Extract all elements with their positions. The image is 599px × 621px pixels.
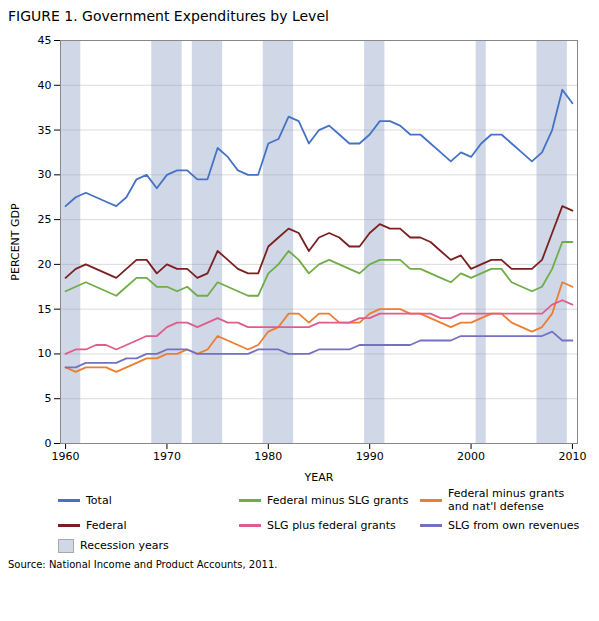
- svg-text:1970: 1970: [153, 450, 181, 463]
- html-text:Federal minus SLG grants: Federal minus SLG grants: [267, 493, 409, 507]
- svg-text:20: 20: [38, 258, 52, 271]
- svg-text:PERCENT GDP: PERCENT GDP: [9, 203, 22, 281]
- html-text:Federal: Federal: [86, 519, 127, 533]
- svg-text:1960: 1960: [52, 450, 80, 463]
- html-text:Source: National Income and Pr: Source: National Income and Product Acco…: [8, 558, 278, 570]
- svg-text:2000: 2000: [457, 450, 485, 463]
- html-text:SLG plus federal grants: SLG plus federal grants: [267, 519, 396, 533]
- svg-text:2010: 2010: [558, 450, 586, 463]
- svg-text:30: 30: [38, 168, 52, 181]
- svg-text:15: 15: [38, 303, 52, 316]
- svg-text:5: 5: [45, 392, 52, 405]
- svg-text:1980: 1980: [254, 450, 282, 463]
- svg-text:10: 10: [38, 347, 52, 360]
- svg-text:0: 0: [45, 437, 52, 450]
- html-text:FIGURE 1. Government Expenditu: FIGURE 1. Government Expenditures by Lev…: [8, 8, 329, 24]
- svg-text:25: 25: [38, 213, 52, 226]
- html-text:Recession years: Recession years: [80, 539, 169, 552]
- svg-text:40: 40: [38, 79, 52, 92]
- svg-text:35: 35: [38, 124, 52, 137]
- svg-text:1990: 1990: [356, 450, 384, 463]
- html-text:Federal minus grants and nat'l: Federal minus grants and nat'l defense: [448, 487, 565, 514]
- svg-text:45: 45: [38, 34, 52, 47]
- svg-text:YEAR: YEAR: [304, 471, 334, 484]
- html-text:Total: Total: [86, 493, 112, 507]
- html-text:SLG from own revenues: SLG from own revenues: [448, 519, 580, 533]
